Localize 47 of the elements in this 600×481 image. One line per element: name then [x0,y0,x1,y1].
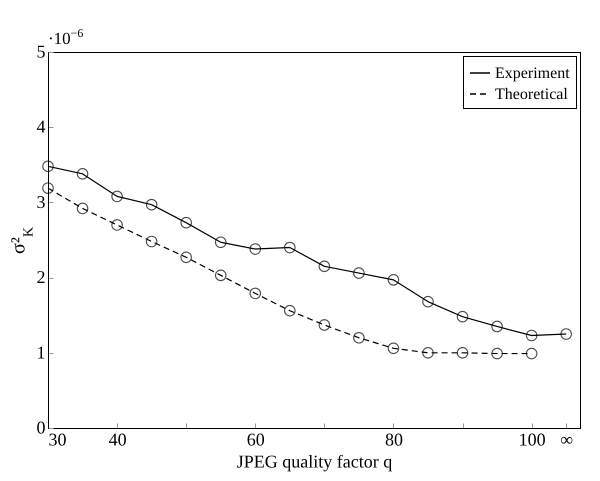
point [180,216,192,228]
point [526,348,538,360]
point [353,267,365,279]
point [76,168,88,180]
point [146,236,158,248]
point [284,242,296,254]
y-tick-label: 3 [36,192,46,212]
legend-label: Theoretical [495,86,568,103]
point [42,160,54,172]
point [388,274,400,286]
point [456,347,468,359]
y-tick-label: 5 [36,42,46,62]
x-tick-label: 40 [108,430,127,450]
point [560,328,572,340]
point [353,332,365,344]
point [422,296,434,308]
point [146,198,158,210]
y-tick-label: 4 [36,116,46,137]
y-tick-label: 0 [36,418,46,438]
point [180,252,192,264]
x-tick-label: 30 [48,430,66,450]
point [491,348,503,360]
point [111,190,123,202]
x-tick-label: ∞ [560,430,574,450]
point [111,219,123,231]
x-tick-label: 80 [384,430,403,450]
point [76,202,88,214]
point [388,342,400,354]
point [214,236,227,248]
text: ·10$^{−6}$ [48,26,84,48]
legend-label: Experiment [495,65,570,82]
point [526,330,538,342]
x-tick-label: 100 [518,430,546,450]
point [249,288,262,300]
point [42,182,54,194]
y-tick-label: 1 [36,342,46,362]
y-tick-label: 2 [36,267,46,288]
point [318,319,330,331]
point [456,310,468,322]
point [284,304,296,316]
point [214,270,227,282]
point [318,260,330,272]
x-axis-title: JPEG quality factor q [236,452,392,472]
point [249,243,262,255]
x-tick-label: 60 [246,430,265,450]
point [422,347,434,359]
point [491,320,503,332]
